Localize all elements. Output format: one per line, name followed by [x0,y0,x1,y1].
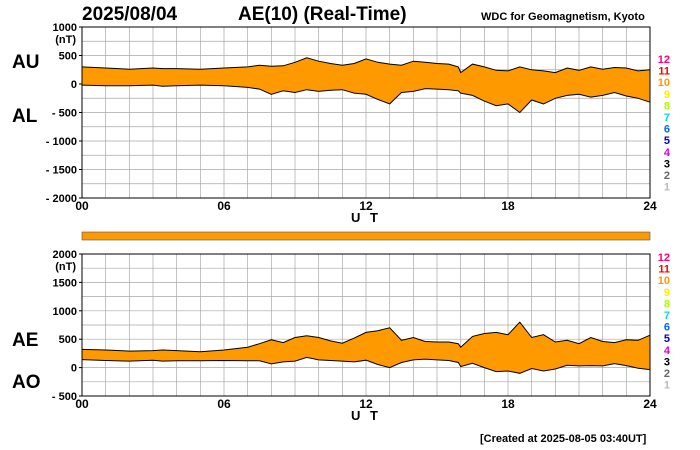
station-count-bar [81,231,651,241]
legend-station-count: 6 [664,322,670,334]
y-tick-label: 0 [71,363,77,375]
y-tick-label: 1000 [53,306,77,318]
organization-label: WDC for Geomagnetism, Kyoto [481,11,645,23]
legend-station-count: 11 [658,66,670,78]
y-tick-label: - 500 [52,391,77,403]
series-line-al [81,84,651,114]
x-tick-label: 24 [643,199,657,213]
legend-station-count: 2 [664,368,670,380]
y-tick-label: 1500 [53,277,77,289]
legend-station-count: 3 [664,158,670,170]
chart-title: AE(10) (Real-Time) [238,4,407,25]
series-label-au: AU [12,52,39,73]
y-tick-label: - 500 [52,108,77,120]
legend-station-count: 11 [658,264,670,276]
x-tick-label: 24 [643,397,657,411]
x-tick-label: 18 [501,397,515,411]
legend-station-count: 12 [658,252,670,264]
series-label-ae: AE [12,330,38,351]
series-band [82,57,650,113]
unit-label: (nT) [55,261,76,273]
date-label: 2025/08/04 [82,4,178,25]
series-line-ae [81,321,651,353]
legend-station-count: 9 [664,89,670,101]
x-tick-label: 18 [501,199,515,213]
legend-station-count: 7 [664,310,670,322]
legend-station-count: 1 [664,182,670,194]
legend-station-count: 10 [658,77,670,89]
legend-station-count: 6 [664,124,670,136]
legend-station-count: 10 [658,275,670,287]
legend-station-count: 8 [664,298,670,310]
unit-label: (nT) [55,34,76,46]
y-tick-label: 500 [59,51,77,63]
plot-frame [81,253,651,397]
legend-station-count: 9 [664,287,670,299]
y-tick-label: - 1000 [46,136,77,148]
x-axis-label: U T [351,408,381,423]
legend-station-count: 1 [664,380,670,392]
x-tick-label: 00 [75,199,89,213]
legend-station-count: 2 [664,170,670,182]
y-tick-label: - 1500 [46,165,77,177]
series-label-ao: AO [12,372,41,393]
legend-station-count: 4 [664,147,671,159]
legend-station-count: 3 [664,356,670,368]
legend-station-count: 5 [664,333,670,345]
legend-station-count: 8 [664,100,670,112]
series-label-al: AL [12,106,38,127]
x-axis-label: U T [351,210,381,225]
x-tick-label: 06 [217,397,231,411]
x-tick-label: 12 [359,397,373,411]
series-line-ao [81,356,651,374]
created-timestamp: [Created at 2025-08-05 03:40UT] [480,433,647,445]
series-line-au [81,57,651,74]
y-tick-label: 1000 [53,22,77,34]
legend-station-count: 5 [664,135,670,147]
x-tick-label: 00 [75,397,89,411]
x-tick-label: 12 [359,199,373,213]
y-tick-label: 0 [71,79,77,91]
legend-station-count: 4 [664,345,671,357]
y-tick-label: 2000 [53,249,77,261]
x-tick-label: 06 [217,199,231,213]
legend-station-count: 7 [664,112,670,124]
y-tick-label: 500 [59,334,77,346]
y-tick-label: - 2000 [46,193,77,205]
legend-station-count: 12 [658,54,670,66]
